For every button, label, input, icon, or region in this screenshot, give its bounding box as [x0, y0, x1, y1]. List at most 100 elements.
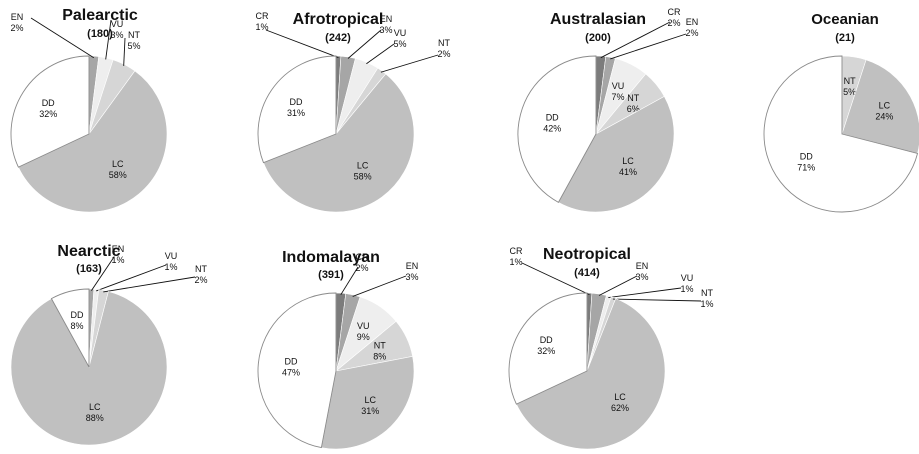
leader-line	[96, 264, 167, 292]
slice-label: EN	[112, 244, 125, 254]
leader-line	[380, 54, 439, 73]
pie-count: (414)	[574, 267, 600, 279]
leader-line	[521, 262, 590, 296]
slice-label: NT	[195, 264, 207, 274]
slice-label: NT	[844, 76, 856, 86]
slice-percent: 31%	[287, 108, 305, 118]
slice-label: CR	[510, 246, 523, 256]
slice-percent: 1%	[680, 284, 693, 294]
leader-line	[608, 287, 682, 299]
pie-count: (180)	[87, 28, 113, 40]
slice-percent: 58%	[109, 170, 127, 180]
slice-label: CR	[256, 11, 269, 21]
slice-percent: 5%	[127, 41, 140, 51]
slice-dd	[517, 55, 597, 203]
slice-label: DD	[42, 98, 55, 108]
pie-title: Palearctic	[62, 7, 138, 24]
slice-label: EN	[11, 12, 24, 22]
slice-percent: 2%	[437, 49, 450, 59]
slice-percent: 1%	[700, 299, 713, 309]
slice-percent: 24%	[875, 112, 893, 122]
pie-title: Australasian	[550, 11, 646, 28]
leader-line	[123, 37, 126, 66]
slice-label: LC	[112, 159, 124, 169]
slice-label: EN	[380, 14, 393, 24]
slice-label: DD	[540, 335, 553, 345]
leader-line	[340, 266, 359, 295]
slice-percent: 9%	[357, 332, 370, 342]
slice-label: LC	[89, 402, 101, 412]
leader-line	[105, 19, 112, 60]
slice-lc	[263, 73, 415, 213]
slice-percent: 71%	[797, 163, 815, 173]
slice-percent: 58%	[354, 172, 372, 182]
slice-label: NT	[438, 38, 450, 48]
slice-percent: 2%	[685, 28, 698, 38]
pie-count: (163)	[76, 263, 102, 275]
slice-dd	[508, 292, 588, 405]
slice-label: DD	[71, 310, 84, 320]
slice-lc	[841, 59, 919, 154]
slice-percent: 1%	[111, 255, 124, 265]
slice-label: LC	[357, 161, 369, 171]
slice-percent: 2%	[10, 23, 23, 33]
slice-percent: 41%	[619, 167, 637, 177]
slice-label: VU	[612, 81, 625, 91]
slice-label: VU	[394, 28, 407, 38]
slice-label: DD	[290, 97, 303, 107]
slice-percent: 88%	[86, 413, 104, 423]
slice-label: DD	[285, 357, 298, 367]
leader-line	[600, 21, 671, 59]
slice-percent: 5%	[843, 87, 856, 97]
slice-percent: 3%	[110, 30, 123, 40]
slice-label: LC	[364, 395, 376, 405]
slice-percent: 2%	[355, 263, 368, 273]
slice-percent: 32%	[39, 109, 57, 119]
leader-line	[610, 33, 687, 60]
slice-dd	[257, 292, 337, 449]
leader-line	[347, 29, 382, 59]
slice-percent: 62%	[611, 403, 629, 413]
slice-percent: 31%	[361, 406, 379, 416]
slice-percent: 32%	[537, 346, 555, 356]
pie-neotropical: CR1% EN3% VU1% NT1%LC62%DD32%Neotropical(41…	[508, 246, 714, 450]
slice-percent: 42%	[543, 124, 561, 134]
slice-label: CR	[668, 7, 681, 17]
pie-title: Nearctic	[57, 243, 120, 260]
slice-percent: 8%	[373, 351, 386, 361]
slice-percent: 3%	[379, 25, 392, 35]
slice-label: NT	[374, 340, 386, 350]
slice-percent: 3%	[635, 272, 648, 282]
slice-percent: 6%	[627, 104, 640, 114]
leader-line	[366, 43, 395, 65]
leader-line	[30, 17, 95, 59]
slice-lc	[321, 356, 415, 450]
slice-label: VU	[681, 273, 694, 283]
slice-label: LC	[879, 101, 891, 111]
slice-percent: 1%	[164, 262, 177, 272]
leader-line	[352, 275, 407, 297]
slice-dd	[257, 55, 337, 164]
slice-label: LC	[622, 156, 634, 166]
slice-label: DD	[800, 152, 813, 162]
slice-dd	[763, 55, 919, 213]
slice-lc	[558, 96, 675, 213]
slice-percent: 2%	[194, 275, 207, 285]
slice-label: LC	[614, 392, 626, 402]
pie-count: (200)	[585, 32, 611, 44]
slice-label: NT	[627, 93, 639, 103]
slice-label: VU	[357, 321, 370, 331]
pie-australasian: CR2% EN2%VU7% NT6%LC41%DD42%Australasian(2…	[517, 7, 699, 213]
pie-title: Neotropical	[543, 246, 631, 263]
slice-label: DD	[546, 113, 559, 123]
pie-count: (242)	[325, 32, 351, 44]
pie-title: Afrotropical	[293, 11, 384, 28]
pie-title: Indomalayan	[282, 249, 380, 266]
slice-label: EN	[636, 261, 649, 271]
slice-label: VU	[111, 19, 124, 29]
